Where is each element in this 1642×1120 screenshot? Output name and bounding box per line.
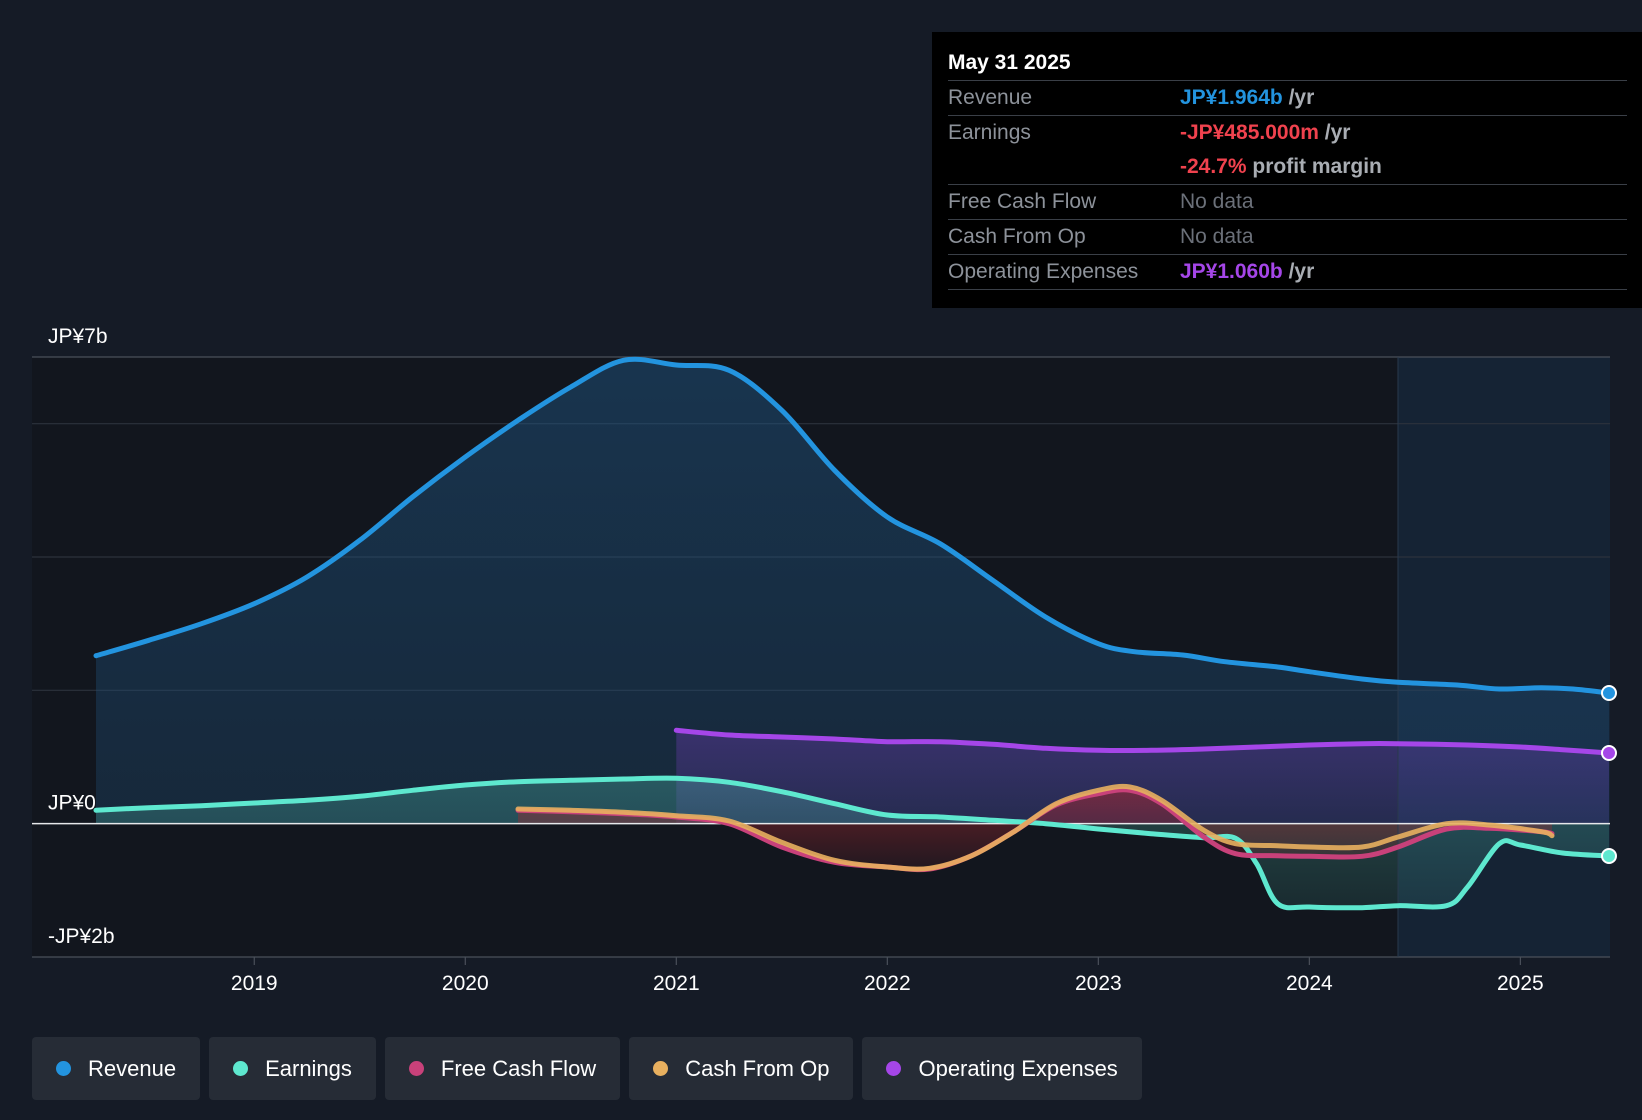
opex-end-marker <box>1601 745 1617 761</box>
legend-dot-fcf-icon <box>408 1061 424 1076</box>
tooltip-value-opex: JP¥1.060b <box>1180 260 1283 283</box>
end-markers <box>1601 685 1617 864</box>
revenue-end-marker <box>1601 685 1617 701</box>
earnings-line <box>93 775 1612 911</box>
x-axis-label: 2025 <box>1497 972 1544 995</box>
legend-label-revenue: Revenue <box>88 1055 177 1081</box>
opex-area <box>676 730 1609 824</box>
legend-label-fcf: Free Cash Flow <box>440 1055 597 1081</box>
x-axis-label: 2019 <box>231 972 278 995</box>
legend-dot-opex-icon <box>886 1061 902 1076</box>
x-axis-label: 2023 <box>1075 972 1122 995</box>
earnings-area <box>96 778 1609 908</box>
tooltip-label-fcf: Free Cash Flow <box>948 190 1097 213</box>
tooltip-label-earnings: Earnings <box>948 121 1031 144</box>
legend-dot-earnings-icon <box>233 1061 249 1076</box>
tooltip-date: May 31 2025 <box>948 51 1071 74</box>
tooltip-margin-line: -24.7% profit margin <box>1180 150 1627 184</box>
tooltip-earnings-line: -JP¥485.000m /yr <box>1180 116 1627 150</box>
y-axis-label: JP¥0 <box>48 792 96 815</box>
legend-dot-cfo-icon <box>653 1061 669 1076</box>
tooltip-unit-margin: profit margin <box>1252 155 1382 178</box>
axis-labels: JP¥7b JP¥0 -JP¥2b 2019 2020 2021 2022 2023 2024 2… <box>48 325 1544 995</box>
revenue-area <box>96 359 1609 824</box>
legend-item-earnings[interactable]: Earnings <box>209 1037 376 1100</box>
legend-label-earnings: Earnings <box>265 1055 352 1081</box>
tooltip-bottom-rule <box>948 289 1627 300</box>
y-axis-label: JP¥7b <box>48 325 108 348</box>
legend-dot-revenue-icon <box>56 1061 71 1076</box>
x-axis-label: 2024 <box>1286 972 1333 995</box>
legend-item-cfo[interactable]: Cash From Op <box>629 1037 854 1100</box>
legend-item-revenue[interactable]: Revenue <box>32 1037 201 1100</box>
legend-label-cfo: Cash From Op <box>685 1055 830 1081</box>
tooltip-unit-opex: /yr <box>1288 260 1315 283</box>
revenue-line <box>93 356 1612 696</box>
chart-legend: Revenue Earnings Free Cash Flow Cash Fro… <box>32 1037 1142 1100</box>
series-lines <box>93 356 1612 911</box>
tooltip-value-earnings-wrap: -JP¥485.000m /yr -24.7% profit margin <box>1180 116 1627 184</box>
tooltip-panel: May 31 2025 Revenue JP¥1.964b /yr Earnin… <box>932 32 1642 308</box>
legend-label-opex: Operating Expenses <box>918 1055 1118 1081</box>
tooltip-value-revenue-wrap: JP¥1.964b /yr <box>1180 81 1627 115</box>
tooltip-value-margin: -24.7% <box>1180 155 1247 178</box>
tooltip-row-earnings: Earnings -JP¥485.000m /yr -24.7% profit … <box>948 115 1627 184</box>
x-axis-label: 2021 <box>653 972 700 995</box>
tooltip-row-opex: Operating Expenses JP¥1.060b /yr <box>948 254 1627 289</box>
tooltip-row-cfo: Cash From Op No data <box>948 219 1627 254</box>
tooltip-label-cfo: Cash From Op <box>948 225 1086 248</box>
tooltip-row-revenue: Revenue JP¥1.964b /yr <box>948 80 1627 115</box>
tooltip-value-opex-wrap: JP¥1.060b /yr <box>1180 255 1627 289</box>
fcf-line <box>515 787 1555 873</box>
opex-line <box>673 727 1612 756</box>
tooltip-value-revenue: JP¥1.964b <box>1180 86 1283 109</box>
series-areas <box>96 359 1609 908</box>
tooltip-label-opex: Operating Expenses <box>948 260 1139 283</box>
tooltip-value-fcf: No data <box>1180 190 1254 213</box>
tooltip-unit-earnings: /yr <box>1324 121 1351 144</box>
tooltip-label-revenue: Revenue <box>948 86 1033 109</box>
tooltip-row-fcf: Free Cash Flow No data <box>948 184 1627 219</box>
tooltip-value-cfo: No data <box>1180 225 1254 248</box>
legend-item-opex[interactable]: Operating Expenses <box>862 1037 1142 1100</box>
earnings-end-marker <box>1601 848 1617 864</box>
tooltip-value-earnings: -JP¥485.000m <box>1180 121 1319 144</box>
x-axis-label: 2020 <box>442 972 489 995</box>
tooltip-unit-revenue: /yr <box>1288 86 1315 109</box>
cfo-line <box>515 783 1555 872</box>
y-axis-label: -JP¥2b <box>48 925 115 948</box>
x-axis-label: 2022 <box>864 972 911 995</box>
fcf-area <box>518 789 1552 870</box>
legend-item-fcf[interactable]: Free Cash Flow <box>384 1037 621 1100</box>
